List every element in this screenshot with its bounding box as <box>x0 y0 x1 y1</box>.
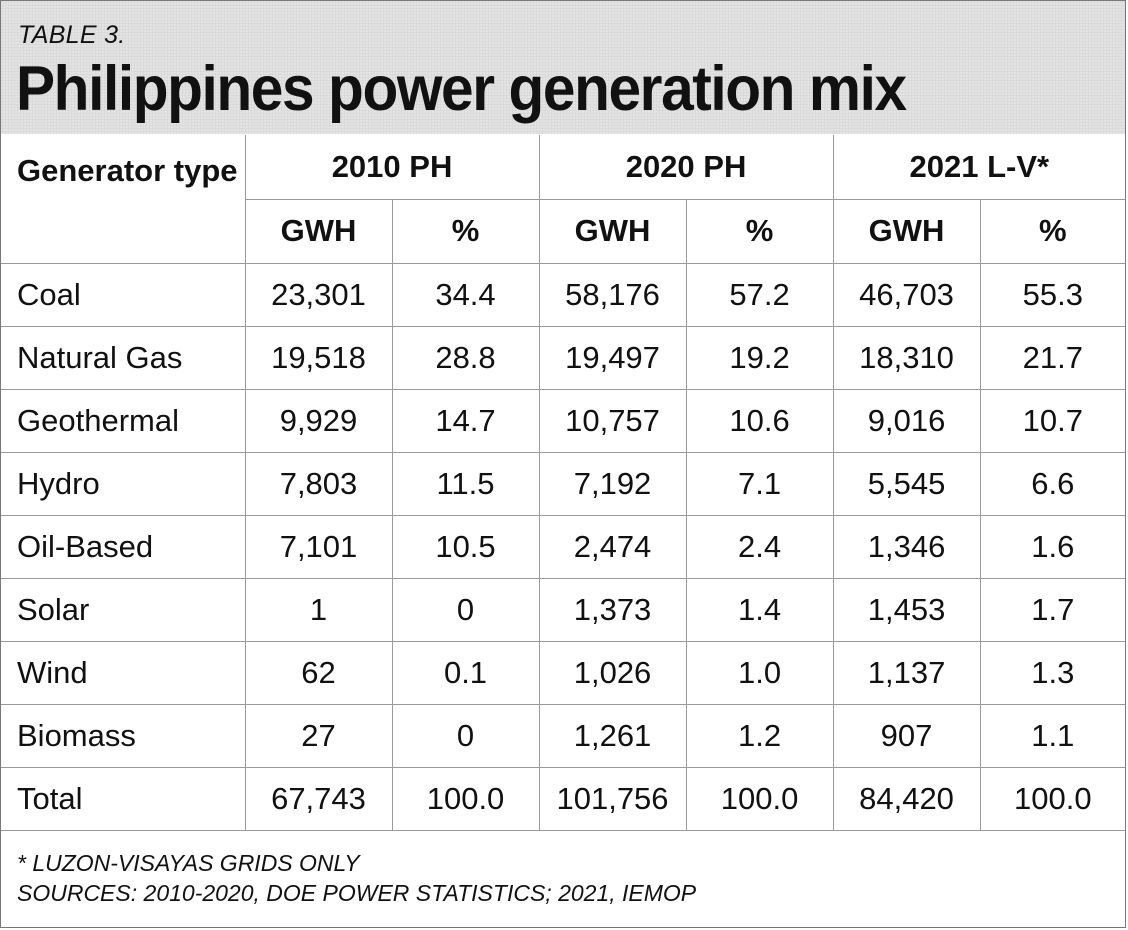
table-header-band: TABLE 3. Philippines power generation mi… <box>1 1 1125 134</box>
row-label: Oil-Based <box>1 514 246 579</box>
table-cell: 101,756 <box>538 766 687 831</box>
table-cell: 9,929 <box>244 388 393 453</box>
table-row: Wind 62 0.1 1,026 1.0 1,137 1.3 <box>1 640 1126 705</box>
table-cell: 1.6 <box>979 514 1126 579</box>
table-cell: 1,453 <box>832 577 981 642</box>
table-cell: 62 <box>244 640 393 705</box>
table-cell: 10.6 <box>685 388 834 453</box>
table-cell: 23,301 <box>244 263 393 327</box>
table-row: Solar 1 0 1,373 1.4 1,453 1.7 <box>1 577 1126 642</box>
table-cell: 58,176 <box>538 263 687 327</box>
table-cell: 28.8 <box>391 325 540 390</box>
table-cell: 1,137 <box>832 640 981 705</box>
row-label: Total <box>1 766 246 831</box>
table-title: Philippines power generation mix <box>16 54 907 124</box>
table-cell: 2.4 <box>685 514 834 579</box>
row-label: Geothermal <box>1 388 246 453</box>
table-row: Coal 23,301 34.4 58,176 57.2 46,703 55.3 <box>1 263 1126 327</box>
table-cell: 46,703 <box>832 263 981 327</box>
table-row: Geothermal 9,929 14.7 10,757 10.6 9,016 10.7 <box>1 388 1126 453</box>
column-subheader: GWH <box>832 198 981 264</box>
table-cell: 1.4 <box>685 577 834 642</box>
table-cell: 100.0 <box>979 766 1126 831</box>
table-cell: 7,192 <box>538 451 687 516</box>
column-subheader: % <box>979 198 1126 264</box>
table-cell: 11.5 <box>391 451 540 516</box>
table-cell: 10.5 <box>391 514 540 579</box>
table-cell: 0.1 <box>391 640 540 705</box>
table-cell: 18,310 <box>832 325 981 390</box>
table-cell: 67,743 <box>244 766 393 831</box>
table-cell: 19.2 <box>685 325 834 390</box>
table-row: Hydro 7,803 11.5 7,192 7.1 5,545 6.6 <box>1 451 1126 516</box>
table-cell: 14.7 <box>391 388 540 453</box>
column-subheader: GWH <box>245 198 393 264</box>
table-cell: 84,420 <box>832 766 981 831</box>
table-row: Biomass 27 0 1,261 1.2 907 1.1 <box>1 703 1126 768</box>
table-cell: 34.4 <box>391 263 540 327</box>
table-cell: 55.3 <box>979 263 1126 327</box>
row-label: Natural Gas <box>1 325 246 390</box>
table-cell: 5,545 <box>832 451 981 516</box>
power-mix-table: Generator type 2010 PH 2020 PH 2021 L-V*… <box>1 135 1126 831</box>
table-cell: 9,016 <box>832 388 981 453</box>
table-row: Oil-Based 7,101 10.5 2,474 2.4 1,346 1.6 <box>1 514 1126 579</box>
table-row: Total 67,743 100.0 101,756 100.0 84,420 100.0 <box>1 766 1126 831</box>
table-cell: 1,373 <box>538 577 687 642</box>
table-cell: 100.0 <box>391 766 540 831</box>
column-subheader: GWH <box>538 198 687 264</box>
column-group-header: 2021 L-V* <box>832 135 1126 200</box>
table-cell: 10,757 <box>538 388 687 453</box>
table-body: Coal 23,301 34.4 58,176 57.2 46,703 55.3 Natura… <box>1 263 1126 831</box>
row-label: Wind <box>1 640 246 705</box>
table-cell: 1.7 <box>979 577 1126 642</box>
table-cell: 7,803 <box>244 451 393 516</box>
footnote-sources: SOURCES: 2010-2020, DOE POWER STATISTICS… <box>17 880 697 906</box>
table-cell: 1.2 <box>685 703 834 768</box>
column-subheader: % <box>685 198 834 264</box>
table-cell: 57.2 <box>685 263 834 327</box>
footnotes: * LUZON-VISAYAS GRIDS ONLY SOURCES: 2010… <box>17 848 696 908</box>
column-group-header: 2010 PH <box>244 135 540 200</box>
row-label: Solar <box>1 577 246 642</box>
column-subheader: % <box>391 198 540 264</box>
table-cell: 7,101 <box>244 514 393 579</box>
table-cell: 1,261 <box>538 703 687 768</box>
row-label: Biomass <box>1 703 246 768</box>
table-cell: 1.0 <box>685 640 834 705</box>
table-cell: 27 <box>244 703 393 768</box>
table-cell: 21.7 <box>979 325 1126 390</box>
table-cell: 19,518 <box>244 325 393 390</box>
table-cell: 1,346 <box>832 514 981 579</box>
row-label: Hydro <box>1 451 246 516</box>
table-cell: 100.0 <box>685 766 834 831</box>
table-cell: 1,026 <box>538 640 687 705</box>
table-cell: 1 <box>244 577 393 642</box>
table-cell: 6.6 <box>979 451 1126 516</box>
table-cell: 7.1 <box>685 451 834 516</box>
table-cell: 907 <box>832 703 981 768</box>
table-cell: 0 <box>391 703 540 768</box>
row-label: Coal <box>1 263 246 327</box>
column-header-generator-type: Generator type <box>1 135 246 264</box>
column-group-header: 2020 PH <box>538 135 834 200</box>
table-cell: 19,497 <box>538 325 687 390</box>
footnote-grids: * LUZON-VISAYAS GRIDS ONLY <box>17 850 360 876</box>
table-cell: 1.3 <box>979 640 1126 705</box>
table-cell: 10.7 <box>979 388 1126 453</box>
table-cell: 1.1 <box>979 703 1126 768</box>
table-row: Natural Gas 19,518 28.8 19,497 19.2 18,310 21.… <box>1 325 1126 390</box>
table-number-label: TABLE 3. <box>18 21 126 49</box>
table-cell: 2,474 <box>538 514 687 579</box>
table-cell: 0 <box>391 577 540 642</box>
